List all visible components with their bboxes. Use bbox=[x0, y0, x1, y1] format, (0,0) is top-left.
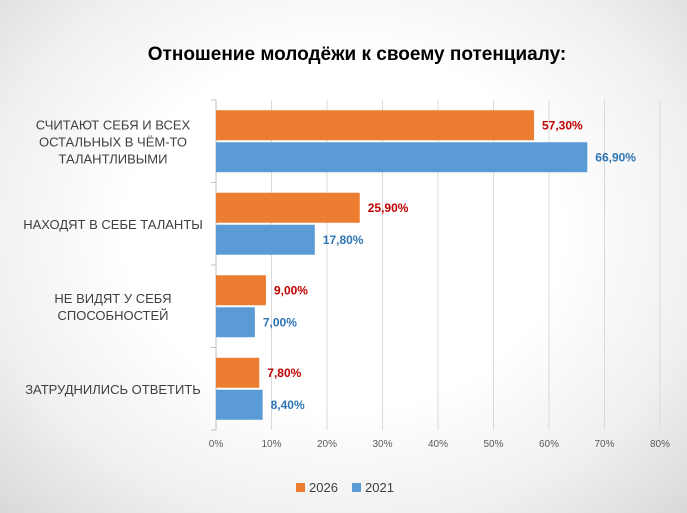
bar-2026 bbox=[216, 110, 535, 141]
x-tick-label: 0% bbox=[209, 439, 224, 450]
legend-swatch-2026 bbox=[296, 483, 305, 492]
data-labels: 57,30% 66,90% 25,90% 17,80% 9,00% 7,00% 7,80% 8… bbox=[263, 118, 636, 412]
legend-label-2021: 2021 bbox=[365, 480, 394, 495]
category-label-line: НАХОДЯТ В СЕБЕ ТАЛАНТЫ bbox=[23, 217, 203, 232]
x-tick-label: 70% bbox=[594, 439, 614, 450]
x-tick-label: 10% bbox=[261, 439, 281, 450]
data-label-2021: 66,90% bbox=[595, 150, 636, 164]
bar-2026 bbox=[216, 357, 260, 388]
x-tick-label: 30% bbox=[372, 439, 392, 450]
chart-title: Отношение молодёжи к своему потенциалу: bbox=[148, 44, 566, 65]
data-label-2026: 9,00% bbox=[274, 283, 308, 297]
x-tick-label: 40% bbox=[428, 439, 448, 450]
x-tick-label: 50% bbox=[483, 439, 503, 450]
category-label-line: СПОСОБНОСТЕЙ bbox=[57, 308, 168, 323]
x-tick-label: 60% bbox=[539, 439, 559, 450]
data-label-2021: 8,40% bbox=[271, 398, 305, 412]
data-label-2026: 25,90% bbox=[368, 201, 409, 215]
x-axis-ticks: 0% 10% 20% 30% 40% 50% 60% 70% 80% bbox=[209, 439, 670, 450]
x-tick-label: 20% bbox=[317, 439, 337, 450]
category-label: НАХОДЯТ В СЕБЕ ТАЛАНТЫ bbox=[23, 217, 203, 232]
category-label: ЗАТРУДНИЛИСЬ ОТВЕТИТЬ bbox=[25, 382, 201, 397]
legend-label-2026: 2026 bbox=[309, 480, 338, 495]
legend: 2026 2021 bbox=[296, 480, 394, 495]
category-label-line: ОСТАЛЬНЫХ В ЧЁМ-ТО bbox=[39, 134, 187, 149]
data-label-2021: 17,80% bbox=[323, 233, 364, 247]
data-label-2021: 7,00% bbox=[263, 315, 297, 329]
bars bbox=[216, 110, 588, 420]
data-label-2026: 57,30% bbox=[542, 118, 583, 132]
category-labels: СЧИТАЮТ СЕБЯ И ВСЕХ ОСТАЛЬНЫХ В ЧЁМ-ТО ТАЛ… bbox=[23, 117, 203, 397]
category-label-line: ТАЛАНТЛИВЫМИ bbox=[59, 151, 168, 166]
category-label-line: НЕ ВИДЯТ У СЕБЯ bbox=[54, 291, 171, 306]
category-label: НЕ ВИДЯТ У СЕБЯ СПОСОБНОСТЕЙ bbox=[54, 291, 171, 323]
bar-2021 bbox=[216, 224, 315, 255]
x-tick-label: 80% bbox=[650, 439, 670, 450]
bar-2021 bbox=[216, 142, 588, 173]
data-label-2026: 7,80% bbox=[267, 366, 301, 380]
category-label-line: ЗАТРУДНИЛИСЬ ОТВЕТИТЬ bbox=[25, 382, 201, 397]
legend-swatch-2021 bbox=[352, 483, 361, 492]
category-label: СЧИТАЮТ СЕБЯ И ВСЕХ ОСТАЛЬНЫХ В ЧЁМ-ТО ТАЛ… bbox=[36, 117, 191, 166]
bar-2026 bbox=[216, 192, 360, 223]
category-label-line: СЧИТАЮТ СЕБЯ И ВСЕХ bbox=[36, 117, 191, 132]
bar-2026 bbox=[216, 275, 266, 306]
bar-2021 bbox=[216, 389, 263, 420]
bar-2021 bbox=[216, 307, 255, 338]
